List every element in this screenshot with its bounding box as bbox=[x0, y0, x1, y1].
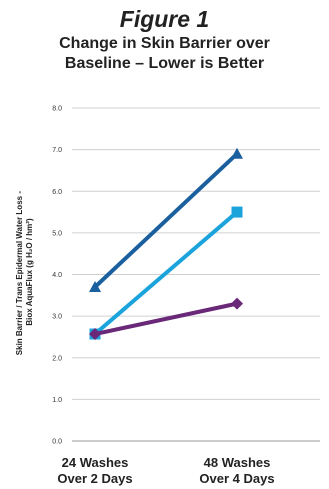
series-line bbox=[93, 210, 239, 337]
y-tick-label: 3.0 bbox=[52, 314, 62, 321]
x-category-label: 48 Washes Over 4 Days bbox=[199, 455, 274, 486]
y-tick-label: 2.0 bbox=[52, 355, 62, 362]
series-group bbox=[89, 147, 243, 341]
chart-title-line-1: Change in Skin Barrier over bbox=[59, 35, 270, 52]
x-category-label-line: Over 4 Days bbox=[199, 471, 274, 486]
y-tick-label: 5.0 bbox=[52, 230, 62, 237]
data-point bbox=[231, 297, 243, 310]
figure-label: Figure 1 bbox=[119, 6, 210, 32]
chart-title-line-2: Baseline – Lower is Better bbox=[64, 55, 265, 72]
y-tick-label: 4.0 bbox=[52, 272, 62, 279]
series-line bbox=[93, 151, 239, 289]
y-tick-label: 0.0 bbox=[52, 439, 62, 446]
y-axis-label-line-1: Skin Barrier / Trans Epidermal Water Los… bbox=[15, 191, 24, 356]
data-point bbox=[89, 280, 101, 292]
x-axis-categories: 24 Washes Over 2 Days 48 Washes Over 4 Days bbox=[57, 455, 274, 486]
data-point bbox=[231, 206, 243, 218]
x-category-label-line: Over 2 Days bbox=[57, 471, 132, 486]
series-line bbox=[93, 301, 239, 337]
x-category-label-line: 24 Washes bbox=[62, 455, 129, 470]
data-point bbox=[231, 147, 243, 159]
data-point bbox=[89, 328, 101, 341]
y-axis-label-line-2: Biox AquaFlux (g H₂O / hm²) bbox=[25, 218, 34, 326]
series-1 bbox=[89, 147, 243, 292]
y-tick-label: 1.0 bbox=[52, 397, 62, 404]
y-axis-label: Skin Barrier / Trans Epidermal Water Los… bbox=[15, 189, 34, 355]
chart-title: Change in Skin Barrier over Baseline – L… bbox=[0, 34, 329, 74]
series-3 bbox=[89, 297, 243, 341]
y-axis-ticks: 0.0 1.0 2.0 3.0 4.0 5.0 6.0 7.0 8.0 bbox=[52, 106, 62, 446]
x-category-label-line: 48 Washes bbox=[204, 455, 271, 470]
y-tick-label: 8.0 bbox=[52, 106, 62, 113]
x-category-label: 24 Washes Over 2 Days bbox=[57, 455, 132, 486]
y-tick-label: 7.0 bbox=[52, 147, 62, 154]
y-tick-label: 6.0 bbox=[52, 189, 62, 196]
